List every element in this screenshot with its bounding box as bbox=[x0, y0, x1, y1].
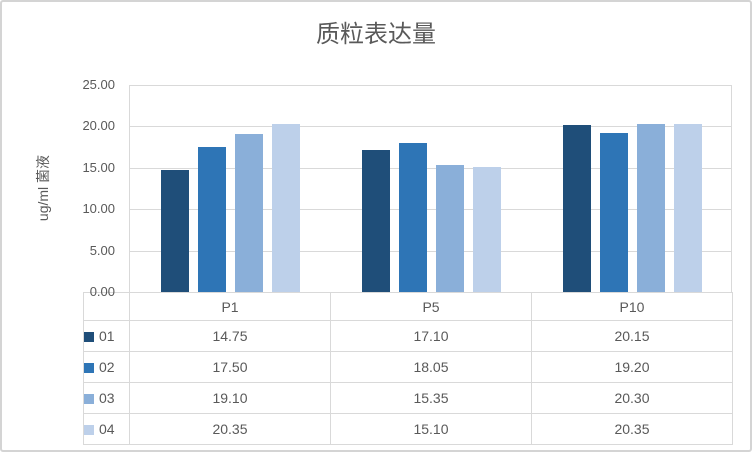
gridline bbox=[130, 168, 731, 169]
legend-label: 01 bbox=[99, 328, 115, 344]
legend-cell-03: 03 bbox=[83, 382, 130, 414]
category-header-P1: P1 bbox=[129, 292, 331, 321]
table-row-04: 04 20.35 15.10 20.35 bbox=[83, 413, 733, 445]
value-cell-01-P10: 20.15 bbox=[531, 320, 733, 352]
legend-label: 03 bbox=[99, 390, 115, 406]
plot-area bbox=[129, 85, 732, 292]
data-table: P1 P5 P10 01 14.75 17.10 20.15 02 17.50 18.05 19.2… bbox=[83, 292, 733, 445]
bar-01-P10 bbox=[563, 125, 591, 292]
y-tick-label: 0.00 bbox=[89, 284, 115, 299]
bar-03-P1 bbox=[235, 134, 263, 292]
chart-data-table: P1 P5 P10 01 14.75 17.10 20.15 02 17.50 18.05 19.2… bbox=[83, 292, 733, 445]
legend-swatch-icon bbox=[84, 363, 94, 373]
value-cell-04-P10: 20.35 bbox=[531, 413, 733, 445]
y-tick-label: 20.00 bbox=[82, 118, 115, 133]
legend-swatch-icon bbox=[84, 425, 94, 435]
value-cell-02-P1: 17.50 bbox=[129, 351, 331, 383]
bar-04-P1 bbox=[272, 124, 300, 292]
value-cell-01-P5: 17.10 bbox=[330, 320, 532, 352]
y-tick-label: 25.00 bbox=[82, 77, 115, 92]
legend-cell-04: 04 bbox=[83, 413, 130, 445]
bar-03-P5 bbox=[436, 165, 464, 292]
gridline bbox=[130, 251, 731, 252]
value-cell-04-P5: 15.10 bbox=[330, 413, 532, 445]
legend-label: 04 bbox=[99, 421, 115, 437]
value-cell-03-P1: 19.10 bbox=[129, 382, 331, 414]
y-tick-label: 10.00 bbox=[82, 201, 115, 216]
value-cell-02-P5: 18.05 bbox=[330, 351, 532, 383]
table-row-02: 02 17.50 18.05 19.20 bbox=[83, 351, 733, 383]
value-cell-03-P10: 20.30 bbox=[531, 382, 733, 414]
table-row-03: 03 19.10 15.35 20.30 bbox=[83, 382, 733, 414]
gridline bbox=[130, 85, 731, 86]
y-tick-label: 15.00 bbox=[82, 160, 115, 175]
legend-label: 02 bbox=[99, 359, 115, 375]
bar-02-P10 bbox=[600, 133, 628, 292]
y-tick-label: 5.00 bbox=[89, 243, 115, 258]
chart-title: 质粒表达量 bbox=[316, 21, 436, 48]
bar-01-P1 bbox=[161, 170, 189, 292]
value-cell-02-P10: 19.20 bbox=[531, 351, 733, 383]
bar-02-P1 bbox=[198, 147, 226, 292]
legend-cell-02: 02 bbox=[83, 351, 130, 383]
bar-03-P10 bbox=[637, 124, 665, 292]
category-header-P10: P10 bbox=[531, 292, 733, 321]
legend-cell-01: 01 bbox=[83, 320, 130, 352]
legend-swatch-icon bbox=[84, 332, 94, 342]
bar-02-P5 bbox=[399, 143, 427, 292]
bar-04-P5 bbox=[473, 167, 501, 292]
value-cell-04-P1: 20.35 bbox=[129, 413, 331, 445]
category-header-P5: P5 bbox=[330, 292, 532, 321]
legend-swatch-icon bbox=[84, 394, 94, 404]
bar-04-P10 bbox=[674, 124, 702, 292]
value-cell-03-P5: 15.35 bbox=[330, 382, 532, 414]
table-row-01: 01 14.75 17.10 20.15 bbox=[83, 320, 733, 352]
bar-01-P5 bbox=[362, 150, 390, 292]
value-cell-01-P1: 14.75 bbox=[129, 320, 331, 352]
gridline bbox=[130, 126, 731, 127]
gridline bbox=[130, 209, 731, 210]
